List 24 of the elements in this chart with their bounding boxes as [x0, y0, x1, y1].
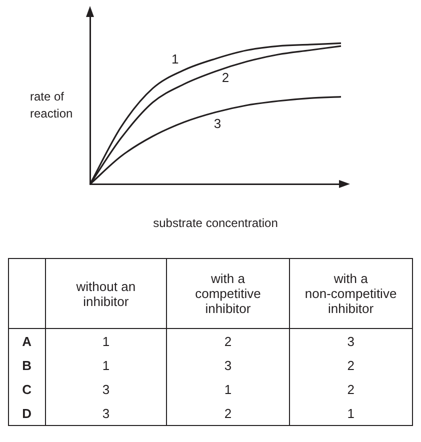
y-axis-title: rate of reaction	[30, 89, 73, 120]
series-label: 2	[222, 70, 230, 85]
text: 2	[224, 406, 232, 420]
category-label: D	[22, 406, 32, 420]
text: 1	[102, 334, 110, 348]
text: 3	[102, 382, 110, 396]
category-label: with a competitive inhibitor	[195, 271, 261, 316]
text: 1	[224, 382, 232, 396]
text: 3	[224, 358, 232, 372]
category-label: B	[22, 358, 32, 372]
text: 3	[102, 406, 110, 420]
x-axis-title: substrate concentration	[153, 216, 278, 230]
text: 3	[347, 334, 354, 348]
series-label: 1	[172, 52, 179, 67]
category-label: A	[22, 334, 32, 348]
text: 2	[347, 358, 354, 372]
text: 2	[224, 334, 232, 348]
category-label: C	[22, 382, 32, 396]
series-label: 3	[214, 116, 222, 131]
text: 1	[347, 406, 354, 420]
category-label: with a non-competitive inhibitor	[304, 271, 397, 316]
text: 1	[102, 358, 110, 372]
category-label: without an inhibitor	[76, 278, 136, 308]
text: 2	[347, 382, 354, 396]
